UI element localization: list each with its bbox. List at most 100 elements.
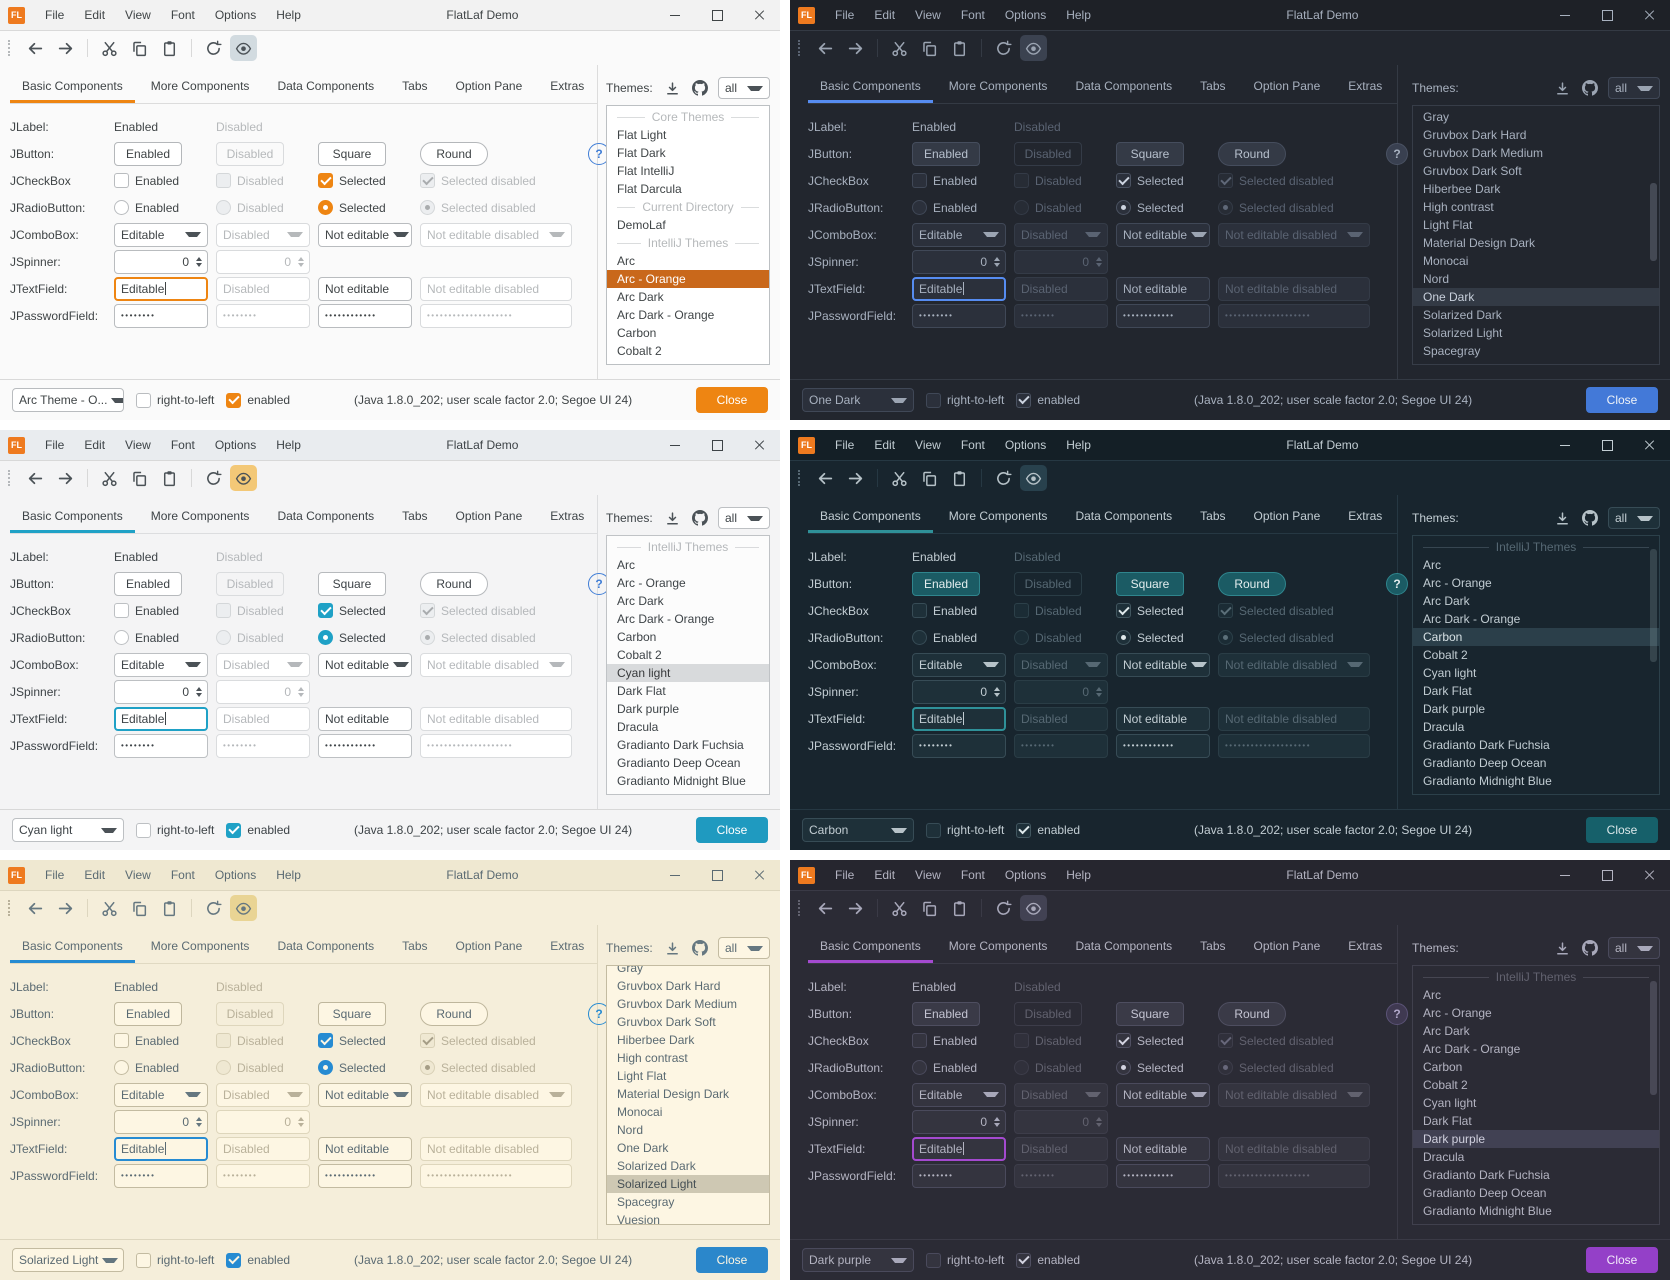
cut-icon[interactable] (886, 465, 913, 491)
jtextfield-dis[interactable]: Not editable disabled (1218, 1136, 1370, 1161)
theme-item-one-dark[interactable]: One Dark (1413, 288, 1659, 306)
jbutton-square[interactable]: Square (318, 1001, 386, 1026)
tab-extras[interactable]: Extras (1348, 939, 1383, 953)
theme-item-vuesion[interactable]: Vuesion (617, 1213, 660, 1225)
theme-item-gradianto-dark-fuchsia[interactable]: Gradianto Dark Fuchsia (1423, 1168, 1550, 1182)
tab-data-components[interactable]: Data Components (277, 79, 375, 93)
close-button[interactable]: Close (696, 387, 768, 413)
minimize-icon[interactable] (654, 860, 696, 890)
jbutton-disabled[interactable]: Disabled (216, 571, 284, 596)
maximize-icon[interactable] (696, 0, 738, 30)
checkbox-selected[interactable]: Selected (318, 173, 386, 188)
tab-option-pane[interactable]: Option Pane (455, 509, 523, 523)
cut-icon[interactable] (96, 895, 123, 921)
maximize-icon[interactable] (696, 430, 738, 460)
jspinner-disabled[interactable]: 0 (216, 1109, 310, 1134)
theme-filter-combo[interactable]: all (1608, 507, 1660, 529)
jbutton-square[interactable]: Square (1116, 1001, 1184, 1026)
theme-filter-combo[interactable]: all (718, 937, 770, 959)
jbutton-round[interactable]: Round (420, 571, 488, 596)
tab-extras[interactable]: Extras (550, 939, 585, 953)
cut-icon[interactable] (886, 895, 913, 921)
tab-data-components[interactable]: Data Components (277, 509, 375, 523)
theme-item-arc-dark[interactable]: Arc Dark (1423, 1024, 1470, 1038)
refresh-icon[interactable] (200, 35, 227, 61)
back-icon[interactable] (812, 895, 839, 921)
forward-icon[interactable] (842, 895, 869, 921)
eye-toggle-icon[interactable] (1020, 465, 1047, 491)
theme-item-cyan-light[interactable]: Cyan light (1423, 666, 1477, 680)
github-icon[interactable] (1580, 508, 1600, 528)
menu-font[interactable]: Font (960, 437, 985, 452)
jbutton-disabled[interactable]: Disabled (1014, 1001, 1082, 1026)
theme-item-dracula[interactable]: Dracula (1423, 1150, 1465, 1164)
help-icon[interactable]: ? (1386, 142, 1408, 165)
theme-filter-combo[interactable]: all (1608, 77, 1660, 99)
radio-selected[interactable]: Selected (1116, 630, 1184, 645)
menu-edit[interactable]: Edit (874, 867, 896, 882)
spinner-arrows-icon[interactable] (196, 686, 202, 697)
right-to-left-checkbox[interactable]: right-to-left (926, 1252, 1004, 1268)
jcombobox-not-editable[interactable]: Not editable (318, 1082, 412, 1107)
tab-basic-components[interactable]: Basic Components (808, 73, 933, 103)
theme-item-monocai[interactable]: Monocai (1423, 254, 1469, 268)
tab-tabs[interactable]: Tabs (402, 939, 428, 953)
jbutton-enabled[interactable]: Enabled (912, 571, 980, 596)
theme-item-carbon[interactable]: Carbon (617, 630, 657, 644)
theme-combo[interactable]: Arc Theme - O... (12, 388, 124, 412)
jbutton-square[interactable]: Square (1116, 571, 1184, 596)
jpasswordfield-dis[interactable]: •••••••••••••••••••• (420, 303, 572, 328)
close-window-icon[interactable] (1628, 430, 1670, 460)
tab-tabs[interactable]: Tabs (1200, 509, 1226, 523)
cut-icon[interactable] (96, 35, 123, 61)
theme-item-monocai[interactable]: Monocai (617, 1105, 663, 1119)
theme-item-arc-orange[interactable]: Arc - Orange (617, 576, 686, 590)
jtextfield-dis[interactable]: Not editable disabled (1218, 706, 1370, 731)
theme-item-gradianto-dark-fuchsia[interactable]: Gradianto Dark Fuchsia (1423, 738, 1550, 752)
jpasswordfield-dis[interactable]: •••••••••••••••••••• (1218, 303, 1370, 328)
right-to-left-checkbox[interactable]: right-to-left (136, 392, 214, 408)
enabled-checkbox[interactable]: enabled (226, 1252, 290, 1268)
jbutton-round[interactable]: Round (420, 141, 488, 166)
theme-item-gray[interactable]: Gray (1423, 110, 1450, 124)
theme-combo[interactable]: One Dark (802, 388, 914, 412)
jtextfield-dis[interactable]: Disabled (1014, 276, 1108, 301)
maximize-icon[interactable] (1586, 0, 1628, 30)
jtextfield-dis[interactable]: Not editable disabled (1218, 276, 1370, 301)
close-window-icon[interactable] (738, 430, 780, 460)
theme-item-cyan-light[interactable]: Cyan light (1423, 1096, 1477, 1110)
jpasswordfield-dis[interactable]: •••••••••••••••••••• (420, 1163, 572, 1188)
tab-basic-components[interactable]: Basic Components (808, 503, 933, 533)
jpasswordfield-not-editable[interactable]: •••••••• (912, 303, 1006, 328)
jspinner-disabled[interactable]: 0 (216, 679, 310, 704)
copy-icon[interactable] (916, 465, 943, 491)
theme-item-gray[interactable]: Gray (617, 965, 644, 975)
right-to-left-checkbox[interactable]: right-to-left (926, 392, 1004, 408)
paste-icon[interactable] (946, 465, 973, 491)
menu-file[interactable]: File (835, 7, 855, 22)
checkbox-disabled[interactable]: Disabled (1014, 1033, 1082, 1048)
theme-item-arc-orange[interactable]: Arc - Orange (1423, 576, 1492, 590)
jcombobox-not-editable[interactable]: Not editable (1116, 222, 1210, 247)
jpasswordfield-dis[interactable]: •••••••• (1014, 303, 1108, 328)
theme-item-gradianto-dark-fuchsia[interactable]: Gradianto Dark Fuchsia (617, 738, 744, 752)
eye-toggle-icon[interactable] (1020, 35, 1047, 61)
spinner-arrows-icon[interactable] (298, 686, 304, 697)
forward-icon[interactable] (842, 465, 869, 491)
theme-item-gradianto-deep-ocean[interactable]: Gradianto Deep Ocean (617, 756, 741, 770)
forward-icon[interactable] (52, 35, 79, 61)
jbutton-disabled[interactable]: Disabled (1014, 571, 1082, 596)
eye-toggle-icon[interactable] (230, 895, 257, 921)
checkbox-selected-disabled[interactable]: Selected disabled (420, 1033, 536, 1048)
checkbox-selected-disabled[interactable]: Selected disabled (1218, 603, 1334, 618)
theme-item-material-design-dark[interactable]: Material Design Dark (617, 1087, 730, 1101)
list-scrollbar-thumb[interactable] (1650, 183, 1657, 261)
theme-item-arc-dark-orange[interactable]: Arc Dark - Orange (617, 308, 715, 322)
tab-option-pane[interactable]: Option Pane (1253, 939, 1321, 953)
right-to-left-checkbox[interactable]: right-to-left (926, 822, 1004, 838)
theme-item-arc[interactable]: Arc (1423, 558, 1441, 572)
menu-file[interactable]: File (835, 867, 855, 882)
close-button[interactable]: Close (1586, 387, 1658, 413)
theme-list[interactable]: Gray Gruvbox Dark Hard Gruvbox Dark Medium… (1412, 105, 1660, 365)
theme-item-nord[interactable]: Nord (617, 1123, 644, 1137)
